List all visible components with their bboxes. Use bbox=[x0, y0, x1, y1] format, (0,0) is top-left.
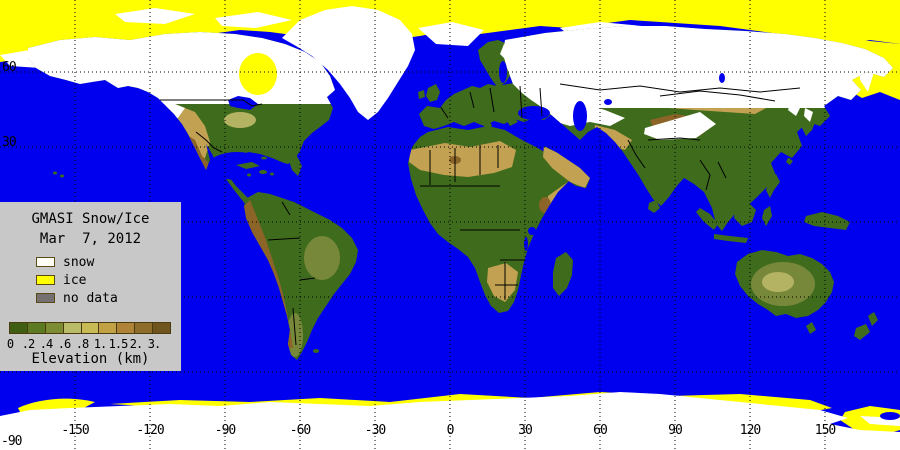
taiwan bbox=[787, 158, 791, 164]
lon-label: 150 bbox=[814, 423, 837, 438]
lat-label-60: 60 bbox=[2, 60, 17, 75]
lat-label-neg90: -90 bbox=[1, 434, 23, 449]
ross-bay bbox=[880, 412, 900, 420]
elevation-tick: .2 bbox=[21, 337, 35, 351]
elevation-axis-label: Elevation (km) bbox=[31, 351, 150, 367]
elevation-cell bbox=[99, 323, 117, 333]
elevation-cell bbox=[45, 323, 63, 333]
caspian-sea bbox=[573, 101, 587, 131]
snow-label: snow bbox=[63, 255, 95, 270]
elevation-cell bbox=[27, 323, 45, 333]
hudson-bay-ice bbox=[239, 53, 277, 95]
aral-sea bbox=[604, 99, 612, 105]
lon-label: -60 bbox=[289, 423, 312, 438]
borders-layer bbox=[98, 83, 801, 346]
elevation-tick: 1. bbox=[93, 337, 107, 351]
lon-label: -30 bbox=[364, 423, 387, 438]
legend-date: Mar 7, 2012 bbox=[39, 231, 142, 247]
elevation-tick: .8 bbox=[75, 337, 89, 351]
elevation-cell bbox=[63, 323, 81, 333]
legend-title: GMASI Snow/Ice bbox=[31, 211, 150, 227]
lake-baikal bbox=[719, 73, 725, 83]
elevation-tick: .4 bbox=[39, 337, 53, 351]
elevation-tick: .6 bbox=[57, 337, 71, 351]
cuba bbox=[236, 162, 260, 169]
elevation-tick: 0 bbox=[6, 337, 14, 351]
ice-label: ice bbox=[63, 273, 87, 288]
islands-layer bbox=[53, 156, 791, 353]
lon-label: -90 bbox=[214, 423, 237, 438]
ice-swatch bbox=[36, 275, 55, 285]
elevation-tick: 2. bbox=[129, 337, 143, 351]
legend-panel: GMASI Snow/Ice Mar 7, 2012 snow ice no d… bbox=[0, 202, 181, 371]
no-data-label: no data bbox=[63, 291, 118, 306]
lon-label: 30 bbox=[518, 423, 533, 438]
elevation-tick: 3. bbox=[147, 337, 161, 351]
elevation-cell bbox=[10, 323, 27, 333]
elevation-cell bbox=[117, 323, 135, 333]
no-data-swatch bbox=[36, 293, 55, 303]
lat-label-30: 30 bbox=[2, 135, 17, 150]
hawaii bbox=[53, 171, 57, 175]
lon-label: -150 bbox=[61, 423, 89, 438]
gulf-of-mexico bbox=[208, 152, 266, 180]
lon-label: 0 bbox=[446, 423, 455, 438]
lon-label: 90 bbox=[668, 423, 683, 438]
black-sea bbox=[518, 106, 550, 120]
elevation-cell bbox=[135, 323, 153, 333]
lon-label: 60 bbox=[593, 423, 608, 438]
terrain-pale bbox=[224, 112, 794, 292]
lake-victoria bbox=[528, 227, 536, 235]
elevation-colorbar bbox=[9, 322, 171, 334]
greenland bbox=[282, 6, 415, 120]
elevation-cell bbox=[153, 323, 171, 333]
snow-swatch bbox=[36, 257, 55, 267]
elevation-tick: 1.5 bbox=[108, 337, 129, 351]
baltic-sea bbox=[499, 61, 507, 83]
lon-label: 120 bbox=[739, 423, 762, 438]
falklands bbox=[313, 349, 319, 353]
lon-label: -120 bbox=[136, 423, 164, 438]
elevation-cell bbox=[81, 323, 99, 333]
